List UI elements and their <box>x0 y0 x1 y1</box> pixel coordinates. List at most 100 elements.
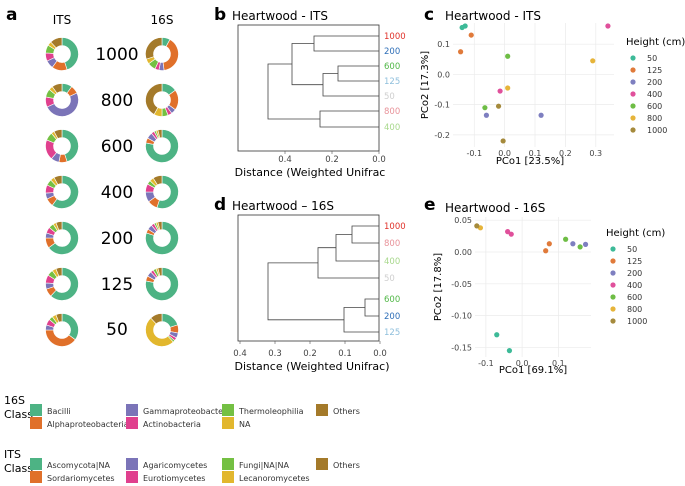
height-label-1000: 1000 <box>95 45 138 65</box>
pcoa-its-point-200 <box>483 112 490 118</box>
legend-16s-legend-swatch <box>30 404 42 416</box>
dendrogram-16s-title: Heartwood – 16S <box>232 199 334 213</box>
height-label-200: 200 <box>101 229 133 249</box>
pcoa-16s-ylabel: PCo2 [17.8%] <box>433 253 444 321</box>
16s-donut-125 <box>145 267 179 301</box>
legend-16s-legend-label: Others <box>333 407 360 416</box>
dendrogram-16s-leaf-800: 800 <box>384 239 400 249</box>
its-donut-600-slice-7 <box>53 129 63 139</box>
pcoa-its-legend-key-600 <box>630 103 636 109</box>
pcoa-16s-ytick-label: -0.15 <box>451 343 472 352</box>
its-donut-1000 <box>45 37 79 71</box>
dendrogram-its-branches <box>267 35 379 128</box>
dendrogram-its-leaf-800: 800 <box>384 107 400 117</box>
16s-donut-600-slice-1 <box>145 129 179 163</box>
its-donut-800-slice-7 <box>51 83 63 94</box>
16s-column-header: 16S <box>151 13 174 27</box>
16s-donut-600-slice-7 <box>157 129 163 139</box>
legend-its-legend-label: Ascomycota|NA <box>47 461 110 470</box>
dendrogram-its-axis <box>284 151 380 154</box>
dendrogram-16s-axis <box>239 341 381 344</box>
its-donut-50 <box>45 313 79 347</box>
pcoa-16s-title: Heartwood - 16S <box>445 201 545 215</box>
dendrogram-its-tick-1: 0.4 <box>278 155 292 165</box>
dendrogram-its-leaf-125: 125 <box>384 77 400 87</box>
legend-its-legend-swatch <box>126 458 138 470</box>
pcoa-its-xtick-label: 0.3 <box>589 149 602 158</box>
16s-donut-125-slice-1 <box>145 267 179 301</box>
dendrogram-16s-tick-3: 0.2 <box>303 349 317 359</box>
pcoa-its-point-50 <box>462 23 468 29</box>
pcoa-16s-legend-label-125: 125 <box>627 257 642 266</box>
pcoa-16s-legend-key-50 <box>610 246 616 252</box>
pcoa-16s-xtick-label: -0.1 <box>478 359 494 368</box>
its-donut-125-slice-7 <box>55 267 63 277</box>
pcoa-16s-xtick-label: 0.1 <box>552 359 565 368</box>
dendrogram-its-xlabel: Distance (Weighted Unifrac <box>235 166 386 179</box>
legend-16s-legend-label: Gammaproteobacteria <box>143 407 234 416</box>
pcoa-16s-legend-label-50: 50 <box>627 245 637 254</box>
pcoa-its-point-600 <box>482 105 488 111</box>
dendrogram-16s-tick-1: 0.4 <box>233 349 247 359</box>
dendrogram-16s-tick-4: 0.1 <box>338 349 352 359</box>
pcoa-its-legend-key-50 <box>630 55 636 61</box>
its-column-header: ITS <box>53 13 72 27</box>
legend-its-legend-swatch <box>222 471 234 483</box>
pcoa-its-point-1000 <box>500 138 506 144</box>
dendrogram-16s-tick-5: 0.0 <box>373 349 387 359</box>
dendrogram-its-leaf-200: 200 <box>384 47 400 57</box>
pcoa-its-legend-key-125 <box>630 67 636 73</box>
16s-donut-50-slice-1 <box>161 313 179 328</box>
legend-16s-legend-label: Bacilli <box>47 407 71 416</box>
16s-donut-1000 <box>145 37 179 71</box>
pcoa-16s-point-125 <box>546 241 552 247</box>
16s-donut-50-slice-7 <box>150 313 163 325</box>
pcoa-16s-point-125 <box>543 248 549 254</box>
dendrogram-its-leaf-600: 600 <box>384 62 400 72</box>
pcoa-its-legend-label-1000: 1000 <box>647 126 667 135</box>
pcoa-its-legend-key-400 <box>630 91 636 97</box>
its-donut-125 <box>45 267 79 301</box>
pcoa-its-title: Heartwood - ITS <box>445 9 541 23</box>
pcoa-its-legend-key-1000 <box>630 127 636 133</box>
its-donut-800-slice-3 <box>46 92 79 117</box>
pcoa-its-xtick-label: 0.2 <box>559 149 572 158</box>
height-label-50: 50 <box>106 320 128 340</box>
pcoa-16s-legend-key-125 <box>610 258 616 264</box>
pcoa-16s-point-50 <box>494 332 500 338</box>
dendrogram-16s-branches <box>267 225 379 333</box>
its-donut-400-slice-7 <box>53 175 63 185</box>
pcoa-its-point-800 <box>505 85 511 91</box>
height-label-800: 800 <box>101 91 133 111</box>
its-donut-600 <box>45 129 79 163</box>
pcoa-its-ytick-label: -0.2 <box>434 131 450 140</box>
its-donut-200-slice-7 <box>55 221 63 231</box>
dendrogram-its-leaf-400: 400 <box>384 123 400 133</box>
pcoa-16s-xlabel: PCo1 [69.1%] <box>499 365 567 376</box>
pcoa-16s-legend-label-200: 200 <box>627 269 642 278</box>
16s-donut-50 <box>145 313 179 347</box>
16s-donut-800-slice-7 <box>145 83 163 115</box>
dendrogram-its-tick-2: 0.2 <box>325 155 339 165</box>
pcoa-16s-legend-key-600 <box>610 294 616 300</box>
dendrogram-16s-leaf-1000: 1000 <box>384 222 406 232</box>
legend-16s-legend-label: Thermoleophilia <box>238 407 304 416</box>
its-donut-column <box>45 37 79 347</box>
pcoa-16s-ytick-label: -0.10 <box>451 312 472 321</box>
panel-letter-e: e <box>424 195 436 215</box>
dendrogram-16s-leaf-600: 600 <box>384 295 400 305</box>
legend-its-title: ITS <box>4 448 21 461</box>
pcoa-16s-xtick-label: 0.0 <box>516 359 529 368</box>
panel-letter-d: d <box>214 195 226 215</box>
pcoa-its-legend-label-125: 125 <box>647 66 662 75</box>
pcoa-its-legend-label-800: 800 <box>647 114 662 123</box>
pcoa-16s-legend-title: Height (cm) <box>606 228 665 239</box>
16s-donut-50-slice-6 <box>145 317 174 347</box>
pcoa-its-xtick-label: 0.0 <box>498 149 511 158</box>
pcoa-16s-ytick-label: 0.05 <box>454 216 472 225</box>
pcoa-its-legend-key-800 <box>630 115 636 121</box>
pcoa-its-xtick-label: -0.1 <box>466 149 482 158</box>
pcoa-its-point-125 <box>457 49 464 55</box>
its-donut-800 <box>45 83 79 117</box>
